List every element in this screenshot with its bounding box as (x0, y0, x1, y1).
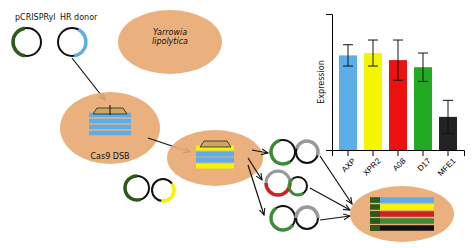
arrow (252, 150, 268, 153)
plasmid-segment (161, 184, 174, 201)
x-tick: AXP (340, 150, 358, 174)
x-tick-mark (398, 150, 399, 156)
error-bar-line (448, 100, 449, 133)
error-bar-line (368, 66, 378, 67)
annotation: pCRISPRyl (15, 13, 56, 22)
arrow (310, 188, 350, 210)
arrow (320, 216, 350, 220)
plasmid-segment (266, 183, 290, 195)
error-bar-line (393, 80, 403, 81)
error-bar-line (343, 66, 353, 67)
cell-blob (60, 92, 160, 164)
error-bar-line (418, 81, 428, 82)
x-tick-label: MFE1 (436, 156, 458, 178)
x-tick-label: XPR2 (361, 156, 383, 178)
cell-blob (118, 10, 222, 74)
chromosome-bar (196, 152, 234, 157)
plasmid-segment (266, 171, 290, 183)
error-bar-line (368, 40, 378, 41)
error-bar (443, 100, 453, 133)
cut-mark (110, 105, 111, 115)
error-bar (418, 53, 428, 81)
chromosome-bar (370, 197, 380, 203)
plasmid-ring (296, 141, 318, 163)
x-tick-label: D17 (416, 156, 433, 173)
arrow (248, 165, 264, 215)
bar-chart: AXPXPR2 A08 D17MFE1 Expression (317, 15, 465, 178)
error-bar (343, 45, 353, 66)
error-bar (393, 40, 403, 80)
chromosome-bar (196, 164, 234, 169)
x-tick-label: AXP (340, 157, 358, 175)
plasmid-ring (296, 207, 318, 229)
x-tick-mark (423, 150, 424, 156)
plasmid-segment (289, 179, 303, 195)
y-axis (326, 15, 333, 151)
error-bar-line (373, 40, 374, 66)
chromosome-bar (370, 204, 434, 210)
plasmid-segment (297, 141, 318, 155)
annotation: HR donor (60, 13, 98, 22)
x-tick: D17 (416, 150, 433, 173)
chromosome-bar (370, 225, 434, 231)
plasmid-segment (271, 208, 293, 230)
annotation: Yarrowialipolytica (152, 27, 188, 45)
plasmid-segment (296, 207, 318, 218)
error-bar-line (443, 133, 453, 134)
plot-area (339, 40, 457, 150)
chromosome-bar (370, 204, 380, 210)
x-tick-mark (373, 150, 374, 156)
error-bar-line (343, 44, 353, 45)
plasmid-ring (13, 28, 41, 56)
chromosome-bar (370, 211, 380, 217)
annotation: Cas9 DSB (90, 152, 129, 161)
y-axis-label: Expression (317, 60, 326, 103)
x-tick: A08 (391, 150, 408, 173)
x-axis-line (333, 151, 465, 157)
error-bar-line (393, 40, 403, 41)
cell-blob (350, 186, 454, 242)
error-bar-line (348, 45, 349, 66)
arrow (248, 158, 262, 180)
error-bar-line (423, 53, 424, 81)
x-axis: AXPXPR2 A08 D17MFE1 (333, 150, 465, 178)
plasmid-segment (271, 141, 290, 164)
chart-root: pCRISPRyl HR donor Yarrowialipolytica Cas9 … (0, 0, 474, 248)
diagram (13, 10, 454, 242)
bar (364, 53, 382, 150)
cas9-protein (200, 141, 231, 147)
plasmid-ring (125, 176, 149, 200)
x-tick-mark (448, 150, 449, 156)
error-bar-line (398, 40, 399, 80)
plasmid-ring (58, 28, 86, 56)
chromosome-bar (370, 225, 380, 231)
y-axis-line (326, 15, 333, 151)
chromosome-bar (370, 211, 434, 217)
plasmid-segment (125, 176, 141, 200)
x-tick-mark (348, 150, 349, 156)
plasmid-ring (271, 206, 295, 230)
plasmid-ring (152, 179, 174, 201)
x-tick-label: A08 (391, 156, 408, 173)
x-tick: MFE1 (436, 150, 458, 178)
plasmid-segment (74, 30, 86, 56)
chromosome-bar (370, 197, 434, 203)
chromosome-bar (196, 158, 234, 163)
plasmid-segment (13, 28, 25, 56)
plasmid-ring (266, 171, 290, 195)
error-bar-line (443, 100, 453, 101)
chromosome-bar (89, 125, 131, 130)
bar (339, 55, 357, 150)
chromosome-bar (89, 131, 131, 136)
chromosome-bar (370, 218, 434, 224)
plasmid-ring (289, 177, 307, 195)
chromosome-bar (370, 218, 380, 224)
plasmid-ring (271, 140, 295, 164)
x-tick: XPR2 (361, 150, 383, 178)
error-bar-line (418, 53, 428, 54)
chromosome-bar (89, 119, 131, 124)
cell-blob (167, 130, 263, 186)
error-bar (368, 40, 378, 66)
